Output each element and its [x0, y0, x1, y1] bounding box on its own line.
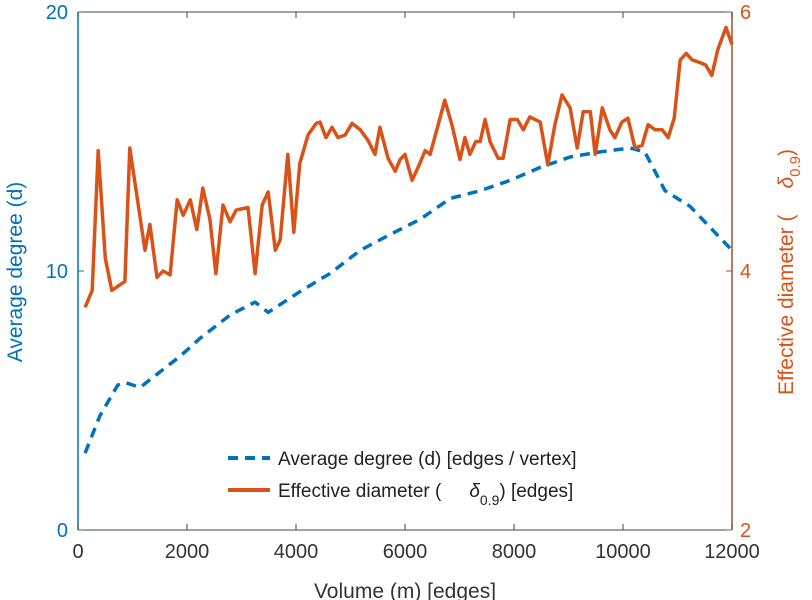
legend-label-average-degree: Average degree (d) [edges / vertex] [278, 449, 577, 470]
legend-label-effective-diameter: Effective diameter (δ0.9) [edges] [278, 481, 573, 508]
right-y-tick-label: 6 [740, 2, 751, 24]
series-lines [83, 25, 734, 454]
right-axis-label: Effective diameter (δ0.9) [775, 149, 804, 395]
left-y-tick-label: 20 [46, 2, 68, 24]
x-tick-label: 10000 [595, 541, 651, 563]
x-tick-label: 6000 [383, 541, 428, 563]
left-axis-label: Average degree (d) [4, 182, 27, 363]
x-tick-label: 8000 [492, 541, 537, 563]
legend: Average degree (d) [edges / vertex] Effe… [228, 449, 577, 508]
average-degree-line [83, 146, 734, 454]
left-y-tick-label: 10 [46, 261, 68, 283]
axes: 0 2000 4000 6000 8000 10000 12000 0 10 20 2 4 6 [46, 2, 760, 563]
x-tick-label: 0 [72, 541, 83, 563]
left-y-tick-label: 0 [57, 520, 68, 542]
x-axis-label: Volume (m) [edges] [314, 580, 496, 600]
x-tick-label: 2000 [165, 541, 210, 563]
right-y-tick-label: 2 [740, 520, 751, 542]
x-tick-label: 4000 [274, 541, 319, 563]
effective-diameter-line [83, 25, 734, 308]
right-y-tick-label: 4 [740, 261, 751, 283]
x-tick-label: 12000 [704, 541, 760, 563]
